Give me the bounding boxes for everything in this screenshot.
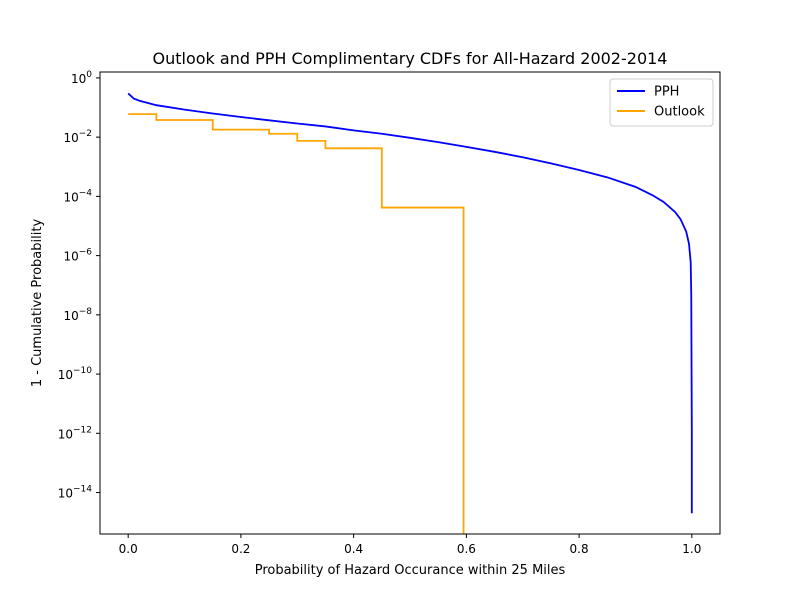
- y-tick-label: 10−14: [58, 485, 93, 501]
- y-tick-exponent: −12: [73, 425, 92, 435]
- x-tick-label: 0.8: [570, 542, 589, 556]
- y-tick-base: 10: [63, 190, 78, 204]
- series-line-outlook: [128, 113, 465, 534]
- y-tick-exponent: 0: [86, 70, 92, 80]
- y-tick-exponent: −14: [73, 485, 92, 495]
- y-tick-base: 10: [63, 131, 78, 145]
- y-tick-label: 10−4: [63, 188, 92, 204]
- y-tick-exponent: −2: [79, 129, 92, 139]
- x-tick-label: 0.0: [119, 542, 138, 556]
- series-line-pph: [127, 92, 693, 514]
- x-tick-label: 0.2: [231, 542, 250, 556]
- y-tick-label: 10−8: [63, 307, 92, 323]
- y-tick-exponent: −8: [79, 307, 93, 317]
- y-tick-base: 10: [63, 250, 78, 264]
- x-axis-label: Probability of Hazard Occurance within 2…: [255, 563, 566, 578]
- chart-title: Outlook and PPH Complimentary CDFs for A…: [153, 49, 668, 68]
- y-tick-base: 10: [58, 368, 73, 382]
- y-axis-label: 1 - Cumulative Probability: [30, 219, 45, 388]
- x-tick-label: 0.4: [344, 542, 363, 556]
- y-tick-label: 100: [71, 70, 92, 86]
- y-tick-label: 10−6: [63, 248, 92, 264]
- y-tick-exponent: −6: [79, 248, 93, 258]
- plot-frame: [99, 71, 721, 535]
- y-tick-exponent: −4: [79, 188, 93, 198]
- x-tick-label: 1.0: [682, 542, 701, 556]
- legend: PPH Outlook: [609, 78, 714, 127]
- y-tick-base: 10: [71, 72, 86, 86]
- y-tick-base: 10: [63, 309, 78, 323]
- y-tick-base: 10: [58, 427, 73, 441]
- y-tick-exponent: −10: [73, 366, 92, 376]
- legend-label-outlook: Outlook: [654, 105, 705, 120]
- y-tick-base: 10: [58, 487, 73, 501]
- y-tick-label: 10−2: [63, 129, 92, 145]
- legend-label-pph: PPH: [654, 85, 679, 100]
- y-tick-label: 10−10: [58, 366, 93, 382]
- x-tick-label: 0.6: [457, 542, 476, 556]
- y-tick-label: 10−12: [58, 425, 92, 441]
